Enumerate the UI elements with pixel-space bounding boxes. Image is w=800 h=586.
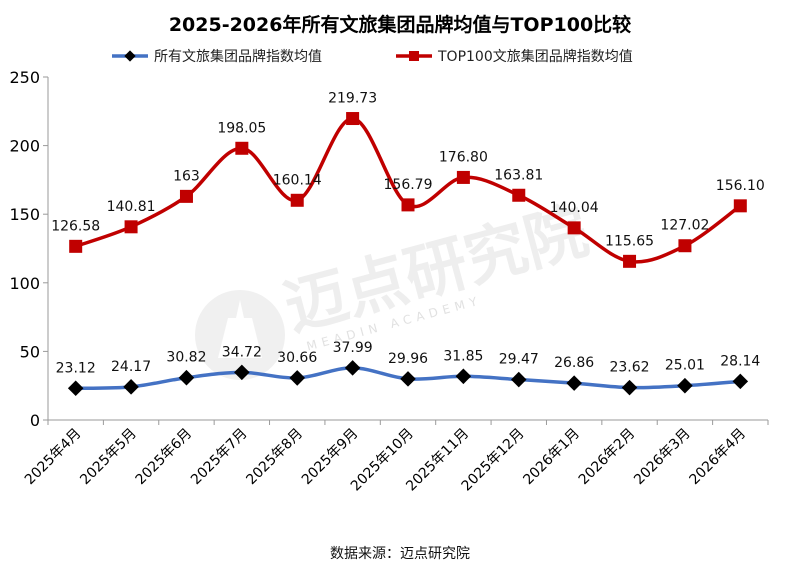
y-tick-label: 250 <box>9 68 40 87</box>
data-label: 163.81 <box>494 167 543 183</box>
legend-swatch-marker <box>409 51 419 61</box>
data-label: 28.14 <box>720 353 760 369</box>
watermark-logo-icon <box>195 290 285 380</box>
data-point-marker <box>289 370 306 386</box>
data-point-marker <box>566 375 582 391</box>
data-point-marker <box>290 193 304 207</box>
data-point-marker <box>623 254 637 268</box>
data-point-marker <box>733 199 747 213</box>
data-label: 156.10 <box>716 178 765 194</box>
y-tick-label: 200 <box>9 137 40 156</box>
data-label: 29.47 <box>499 352 539 368</box>
data-point-marker <box>401 198 415 212</box>
series-top100: 126.58 140.81 163 198.05 160.14 219.73 156.79 1… <box>51 91 765 268</box>
x-tick-label: 2025年7月 <box>188 426 251 489</box>
x-tick-label: 2026年3月 <box>631 426 694 489</box>
data-point-marker <box>234 364 250 381</box>
data-label: 30.66 <box>277 350 317 366</box>
data-point-marker <box>123 379 139 395</box>
data-label: 163 <box>173 168 200 184</box>
x-tick-label: 2025年5月 <box>77 426 140 489</box>
data-label: 126.58 <box>51 218 100 234</box>
data-point-marker <box>678 239 692 253</box>
data-point-marker <box>179 189 193 203</box>
data-label: 140.81 <box>107 199 156 215</box>
data-point-marker <box>124 220 138 234</box>
data-label: 156.79 <box>384 177 433 193</box>
data-point-marker <box>69 239 83 253</box>
data-label: 24.17 <box>111 359 151 375</box>
watermark-text: 迈点研究院 <box>277 194 595 345</box>
x-tick-label: 2025年4月 <box>22 426 85 489</box>
data-label: 26.86 <box>554 355 594 371</box>
data-label: 23.12 <box>56 360 96 376</box>
data-label: 115.65 <box>605 233 654 249</box>
data-label: 219.73 <box>328 91 377 107</box>
data-point-marker <box>510 371 527 388</box>
data-label: 25.01 <box>665 358 705 374</box>
x-tick-label: 2026年1月 <box>520 426 583 489</box>
y-tick-label: 100 <box>9 274 40 293</box>
source-note: 数据来源：迈点研究院 <box>330 546 470 562</box>
data-label: 140.04 <box>550 200 599 216</box>
data-label: 37.99 <box>333 340 373 356</box>
data-point-marker <box>456 170 470 184</box>
x-tick-label: 2025年6月 <box>133 426 196 489</box>
data-label: 198.05 <box>217 120 266 136</box>
y-tick-label: 150 <box>9 205 40 224</box>
legend-swatch-marker <box>124 50 136 62</box>
data-point-marker <box>455 368 472 385</box>
data-label: 30.82 <box>166 350 206 366</box>
legend-label: 所有文旅集团品牌指数均值 <box>154 48 322 65</box>
data-point-marker <box>67 380 84 397</box>
legend-label: TOP100文旅集团品牌指数均值 <box>437 48 633 65</box>
x-tick-label: 2026年2月 <box>576 426 639 489</box>
data-point-marker <box>732 373 749 390</box>
data-point-marker <box>567 221 581 235</box>
x-tick-label: 2025年8月 <box>243 426 306 489</box>
data-point-marker <box>346 112 360 126</box>
data-label: 29.96 <box>388 351 428 367</box>
data-point-marker <box>344 360 361 376</box>
x-tick-label: 2026年4月 <box>687 426 750 489</box>
data-label: 160.14 <box>273 172 322 188</box>
y-tick-label: 50 <box>20 342 40 361</box>
data-point-marker <box>400 371 416 387</box>
data-label: 31.85 <box>443 348 483 364</box>
legend-item-top100: TOP100文旅集团品牌指数均值 <box>396 48 633 65</box>
y-tick-label: 0 <box>30 411 40 430</box>
data-point-marker <box>512 188 526 202</box>
data-label: 34.72 <box>222 344 262 360</box>
data-label: 23.62 <box>609 360 649 376</box>
data-point-marker <box>677 377 693 394</box>
chart-title: 2025-2026年所有文旅集团品牌均值与TOP100比较 <box>169 13 631 36</box>
data-point-marker <box>235 141 249 155</box>
series-all-groups: 23.12 24.17 30.82 34.72 30.66 37.99 29.96 31.85… <box>56 340 760 397</box>
data-point-marker <box>178 369 195 386</box>
legend: 所有文旅集团品牌指数均值 TOP100文旅集团品牌指数均值 <box>112 48 633 65</box>
data-point-marker <box>621 379 638 396</box>
data-label: 127.02 <box>660 218 709 234</box>
legend-item-all-groups: 所有文旅集团品牌指数均值 <box>112 48 322 65</box>
data-label: 176.80 <box>439 149 488 165</box>
